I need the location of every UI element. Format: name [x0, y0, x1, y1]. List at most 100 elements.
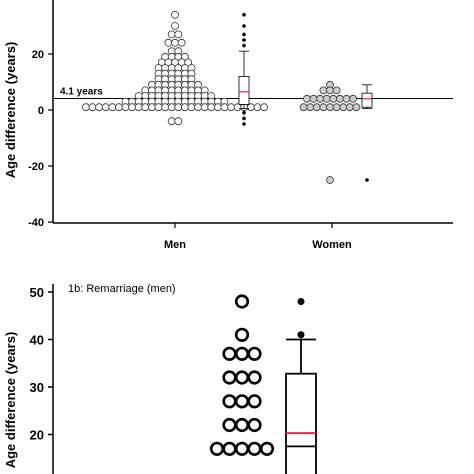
data-point	[234, 441, 250, 456]
outlier-point	[365, 178, 369, 182]
data-point	[326, 176, 334, 184]
panel-b-y-axis-title: Age difference (years)	[3, 332, 18, 469]
y-tick-label: -40	[28, 217, 44, 229]
data-point	[253, 103, 262, 112]
data-point	[174, 30, 183, 39]
data-point	[171, 38, 179, 47]
data-point	[171, 22, 179, 30]
outlier-point	[242, 122, 246, 126]
box-iqr	[238, 76, 250, 105]
data-point	[164, 38, 173, 47]
reference-line-label: 4.1 years	[60, 87, 103, 98]
data-point	[194, 103, 203, 112]
data-point	[82, 103, 90, 112]
data-point	[222, 370, 237, 385]
panel-a: Age difference (years) -40 -20 0 20 Men Wome…	[3, 0, 453, 251]
y-tick-label: 20	[30, 428, 44, 443]
data-point	[209, 441, 225, 456]
data-point	[222, 417, 237, 433]
data-point	[345, 103, 354, 112]
data-point	[222, 346, 237, 361]
panel-b: 1b: Remarriage (men) Age difference (yea…	[3, 283, 317, 474]
outlier-point	[297, 298, 305, 305]
outlier-point	[242, 38, 246, 42]
data-point	[326, 86, 334, 95]
data-point	[180, 52, 189, 61]
data-point	[319, 103, 328, 112]
panel-b-boxplots	[285, 298, 317, 474]
data-point	[299, 103, 308, 112]
box-iqr	[361, 92, 373, 108]
y-tick-label: 30	[30, 380, 44, 395]
panel-b-subtitle: 1b: Remarriage (men)	[68, 283, 176, 295]
outlier-point	[242, 116, 246, 121]
data-point	[180, 103, 189, 112]
data-point	[352, 103, 361, 112]
box-iqr	[285, 372, 317, 474]
data-point	[329, 94, 338, 103]
data-point	[259, 441, 275, 456]
data-point	[332, 86, 341, 95]
y-tick-label: -20	[28, 161, 44, 173]
data-point	[167, 30, 176, 39]
data-point	[128, 103, 137, 112]
panel-a-y-ticks: -40 -20 0 20	[28, 49, 53, 229]
data-point	[184, 58, 193, 67]
data-point	[227, 103, 236, 112]
data-point	[312, 103, 321, 112]
panel-a-reference: 4.1 years	[53, 87, 453, 100]
data-point	[115, 103, 123, 112]
data-point	[326, 103, 334, 112]
data-point	[260, 103, 269, 112]
panel-a-x-categories: Men Women	[164, 223, 352, 251]
data-point	[322, 94, 331, 103]
data-point	[161, 103, 170, 112]
data-point	[167, 117, 176, 126]
data-point	[171, 10, 179, 19]
data-point	[121, 103, 130, 112]
data-point	[207, 103, 216, 112]
y-tick-label: 50	[30, 285, 44, 300]
data-point	[234, 417, 250, 433]
data-point	[154, 103, 163, 112]
panel-b-y-ticks: 20 30 40 50	[30, 285, 53, 443]
data-point	[319, 86, 328, 95]
data-point	[174, 117, 183, 126]
data-point	[200, 103, 209, 112]
x-category-label: Men	[164, 239, 186, 251]
panel-b-points	[209, 294, 275, 456]
y-tick-label: 40	[30, 333, 44, 348]
data-point	[309, 94, 318, 103]
data-point	[174, 103, 183, 112]
outlier-point	[297, 331, 305, 339]
data-point	[88, 103, 97, 112]
data-point	[234, 327, 250, 342]
y-tick-label: 20	[32, 49, 44, 61]
data-point	[247, 346, 262, 361]
data-point	[147, 103, 156, 112]
data-point	[141, 103, 150, 112]
data-point	[316, 94, 325, 103]
outlier-point	[242, 111, 246, 115]
outlier-point	[242, 13, 246, 17]
data-point	[234, 294, 250, 309]
panel-a-boxplots	[238, 13, 373, 182]
data-point	[247, 441, 262, 456]
data-point	[108, 103, 117, 112]
outlier-point	[242, 24, 246, 28]
outlier-point	[242, 32, 246, 37]
x-category-label: Women	[312, 239, 352, 251]
data-point	[247, 370, 262, 385]
data-point	[234, 346, 250, 361]
data-point	[332, 103, 341, 112]
data-point	[222, 441, 237, 456]
data-point	[234, 370, 250, 385]
panel-a-points	[82, 10, 361, 184]
data-point	[339, 103, 348, 112]
data-point	[134, 103, 143, 112]
data-point	[247, 417, 262, 433]
y-tick-label: 0	[38, 105, 44, 117]
data-point	[213, 103, 222, 112]
data-point	[222, 394, 237, 409]
data-point	[306, 103, 315, 112]
